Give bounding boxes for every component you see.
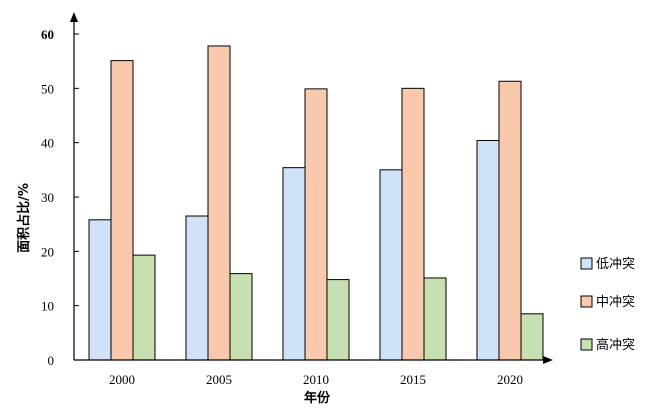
legend-swatch bbox=[580, 257, 593, 270]
bar-2015-低冲突 bbox=[379, 169, 403, 361]
y-tick-label: 40 bbox=[41, 136, 54, 151]
bar-2010-低冲突 bbox=[282, 167, 306, 361]
y-axis-arrow-icon bbox=[70, 12, 78, 22]
x-axis-arrow-icon bbox=[543, 356, 553, 364]
x-ticks-group: 2000 2005 2010 2015 2020 bbox=[109, 372, 523, 387]
y-tick-label: 10 bbox=[41, 299, 54, 314]
bar-2020-高冲突 bbox=[520, 313, 544, 361]
bars-group bbox=[88, 45, 544, 361]
axes-group bbox=[70, 12, 553, 364]
x-axis-title: 年份 bbox=[304, 390, 331, 406]
bar-2000-中冲突 bbox=[110, 60, 134, 361]
x-tick-label: 2015 bbox=[400, 372, 426, 387]
legend-label: 低冲突 bbox=[596, 256, 635, 272]
bar-2010-高冲突 bbox=[326, 279, 350, 361]
bar-2005-高冲突 bbox=[229, 273, 253, 361]
y-tick-label: 20 bbox=[41, 244, 54, 259]
x-tick-label: 2000 bbox=[109, 372, 135, 387]
y-tick-label: 50 bbox=[41, 81, 54, 96]
legend-swatch bbox=[580, 295, 593, 308]
x-tick-label: 2020 bbox=[497, 372, 523, 387]
legend-swatch bbox=[580, 338, 593, 351]
y-tick-label: 30 bbox=[41, 190, 54, 205]
bar-2020-低冲突 bbox=[476, 139, 500, 361]
bar-2015-中冲突 bbox=[401, 87, 425, 361]
y-tick-label: 60 bbox=[41, 27, 54, 42]
x-tick-label: 2010 bbox=[303, 372, 329, 387]
legend-label: 中冲突 bbox=[596, 294, 635, 310]
y-tick-label: 0 bbox=[48, 353, 55, 368]
y-ticks-group: 0 10 20 30 40 50 60 bbox=[41, 27, 79, 368]
bar-2010-中冲突 bbox=[304, 88, 328, 361]
bar-2020-中冲突 bbox=[498, 80, 522, 361]
bar-2005-中冲突 bbox=[207, 45, 231, 361]
bar-2000-低冲突 bbox=[88, 219, 112, 361]
x-tick-label: 2005 bbox=[206, 372, 232, 387]
bar-2005-低冲突 bbox=[185, 215, 209, 361]
y-axis-title: 面积占比/% bbox=[16, 183, 32, 253]
bar-2000-高冲突 bbox=[132, 254, 156, 361]
bar-2015-高冲突 bbox=[423, 277, 447, 361]
legend-label: 高冲突 bbox=[596, 337, 635, 353]
